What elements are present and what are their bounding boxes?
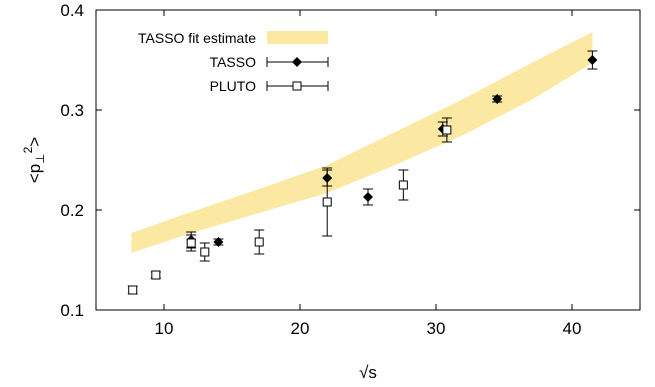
y-tick-label: 0.4 xyxy=(60,1,84,20)
y-tick-label: 0.3 xyxy=(60,101,84,120)
legend-tasso-sample xyxy=(266,57,329,67)
y-axis-label-sup: 2 xyxy=(21,146,35,153)
series-layer xyxy=(127,50,598,295)
pluto-point xyxy=(254,237,264,247)
pluto-point xyxy=(128,285,138,295)
x-tick-label: 10 xyxy=(155,319,174,338)
legend-band-label: TASSO fit estimate xyxy=(138,30,256,46)
pluto-point xyxy=(442,125,452,135)
y-axis-label-base: <p xyxy=(25,164,44,183)
pluto-point xyxy=(322,197,332,207)
y-tick-label: 0.1 xyxy=(60,301,84,320)
y-axis-label: <p⊥2> xyxy=(21,137,47,184)
x-tick-label: 30 xyxy=(427,319,446,338)
tasso-point xyxy=(213,237,224,247)
legend-pluto-label: PLUTO xyxy=(210,78,257,94)
fit-band-layer xyxy=(131,32,593,253)
tasso-point xyxy=(492,94,503,104)
tick-layer: 10 20 30 40 0.1 0.2 0.3 0.4 xyxy=(60,1,640,338)
legend-band-swatch xyxy=(267,31,328,44)
y-tick-label: 0.2 xyxy=(60,201,84,220)
y-axis-label-sub: ⊥ xyxy=(33,153,47,163)
x-axis-label: √s xyxy=(359,363,377,382)
legend-tasso-marker xyxy=(292,57,302,67)
plot-frame xyxy=(95,9,641,311)
pluto-point xyxy=(151,270,161,280)
legend-pluto-sample xyxy=(266,81,329,91)
x-tick-label: 20 xyxy=(291,319,310,338)
fit-band xyxy=(131,32,593,253)
x-tick-label: 40 xyxy=(563,319,582,338)
legend-pluto-marker xyxy=(292,81,302,91)
pluto-point xyxy=(200,247,210,257)
legend: TASSO fit estimate TASSO PLUTO xyxy=(138,30,329,94)
pluto-point xyxy=(398,180,408,190)
pluto-point xyxy=(186,238,196,248)
tasso-point xyxy=(363,192,373,202)
tasso-point xyxy=(587,55,598,65)
y-axis-label-close: > xyxy=(25,137,44,147)
pluto-series xyxy=(127,117,452,295)
legend-tasso-label: TASSO xyxy=(210,54,257,70)
